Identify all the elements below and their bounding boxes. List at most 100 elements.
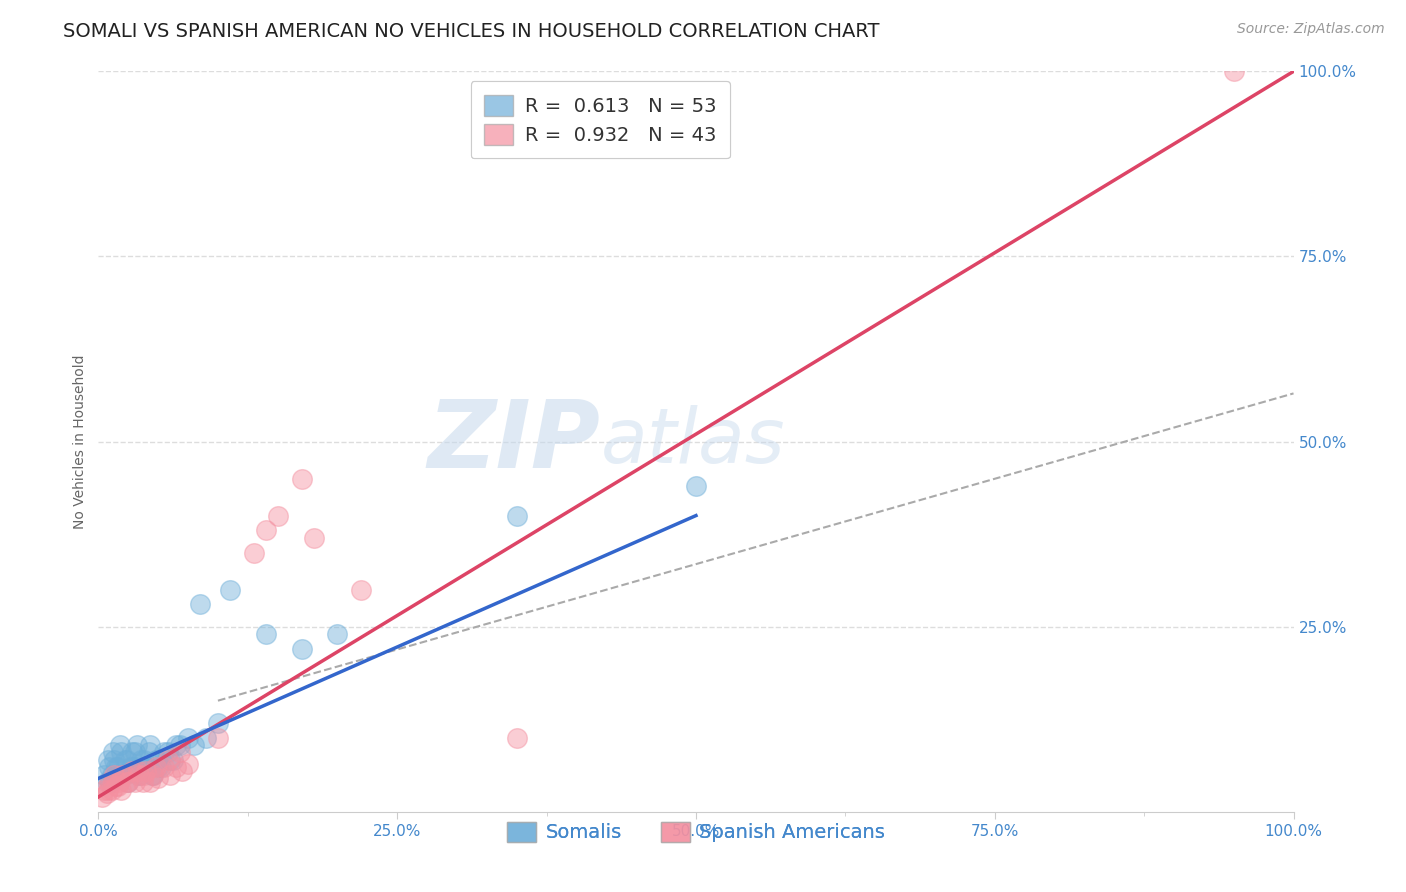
Point — [108, 738, 131, 752]
Point — [100, 767, 122, 781]
Point — [506, 508, 529, 523]
Point — [117, 775, 139, 789]
Point — [127, 767, 149, 781]
Point — [188, 598, 211, 612]
Point — [156, 746, 179, 760]
Point — [149, 760, 172, 774]
Point — [101, 775, 124, 789]
Point — [103, 767, 125, 781]
Point — [159, 753, 181, 767]
Point — [145, 753, 167, 767]
Point — [183, 738, 205, 752]
Point — [93, 782, 115, 797]
Point — [114, 753, 136, 767]
Y-axis label: No Vehicles in Household: No Vehicles in Household — [73, 354, 87, 529]
Point — [162, 753, 184, 767]
Point — [135, 760, 157, 774]
Point — [98, 775, 121, 789]
Point — [97, 753, 120, 767]
Point — [131, 753, 153, 767]
Point — [124, 746, 146, 760]
Point — [172, 764, 194, 778]
Point — [105, 760, 128, 774]
Point — [124, 760, 146, 774]
Point — [169, 738, 191, 752]
Point — [97, 782, 120, 797]
Point — [165, 760, 187, 774]
Point — [121, 746, 143, 760]
Point — [107, 779, 129, 793]
Point — [100, 782, 122, 797]
Point — [96, 775, 118, 789]
Point — [685, 479, 707, 493]
Point — [135, 764, 157, 778]
Point — [142, 767, 165, 781]
Point — [107, 775, 129, 789]
Point — [139, 738, 162, 752]
Point — [159, 767, 181, 781]
Point — [219, 582, 242, 597]
Point — [111, 767, 134, 781]
Point — [506, 731, 529, 745]
Point — [110, 746, 132, 760]
Point — [114, 767, 136, 781]
Legend: Somalis, Spanish Americans: Somalis, Spanish Americans — [499, 814, 893, 850]
Point — [134, 760, 156, 774]
Point — [254, 524, 277, 538]
Point — [148, 760, 170, 774]
Point — [177, 756, 200, 771]
Point — [110, 782, 132, 797]
Point — [91, 789, 114, 804]
Point — [125, 738, 148, 752]
Point — [153, 746, 176, 760]
Point — [165, 738, 187, 752]
Point — [1223, 64, 1246, 78]
Point — [121, 764, 143, 778]
Point — [207, 715, 229, 730]
Point — [326, 627, 349, 641]
Point — [141, 767, 163, 781]
Point — [105, 779, 128, 793]
Point — [111, 767, 134, 781]
Point — [124, 775, 146, 789]
Point — [146, 753, 169, 767]
Point — [131, 775, 153, 789]
Point — [98, 760, 121, 774]
Point — [243, 546, 266, 560]
Point — [96, 786, 118, 800]
Point — [156, 753, 179, 767]
Point — [207, 731, 229, 745]
Point — [169, 746, 191, 760]
Text: ZIP: ZIP — [427, 395, 600, 488]
Point — [153, 760, 176, 774]
Point — [132, 767, 155, 781]
Point — [98, 775, 122, 789]
Point — [142, 767, 165, 781]
Point — [128, 767, 150, 781]
Point — [103, 753, 125, 767]
Point — [115, 775, 138, 789]
Point — [120, 760, 142, 774]
Point — [138, 746, 160, 760]
Point — [107, 760, 129, 774]
Point — [93, 767, 115, 781]
Point — [350, 582, 373, 597]
Point — [291, 471, 314, 485]
Point — [101, 746, 124, 760]
Point — [254, 627, 277, 641]
Point — [115, 753, 138, 767]
Point — [302, 531, 325, 545]
Point — [117, 775, 139, 789]
Text: Source: ZipAtlas.com: Source: ZipAtlas.com — [1237, 22, 1385, 37]
Point — [177, 731, 200, 745]
Point — [291, 641, 314, 656]
Text: SOMALI VS SPANISH AMERICAN NO VEHICLES IN HOUSEHOLD CORRELATION CHART: SOMALI VS SPANISH AMERICAN NO VEHICLES I… — [63, 22, 880, 41]
Point — [148, 772, 170, 786]
Point — [127, 764, 149, 778]
Point — [129, 767, 152, 781]
Point — [267, 508, 290, 523]
Point — [132, 753, 155, 767]
Point — [112, 767, 135, 781]
Point — [145, 760, 167, 774]
Point — [195, 731, 218, 745]
